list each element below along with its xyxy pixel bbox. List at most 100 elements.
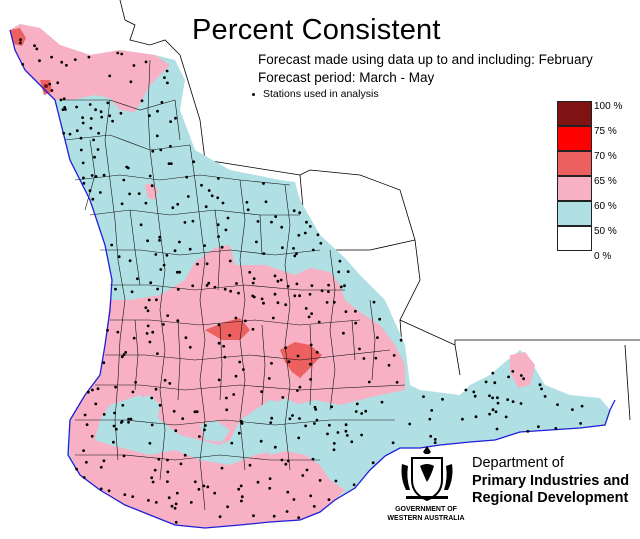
station-dot xyxy=(149,281,153,285)
station-dot xyxy=(342,331,345,335)
station-dot xyxy=(150,396,154,400)
land-region-blue-inlay-1 xyxy=(135,395,160,420)
station-dot xyxy=(248,463,252,467)
station-dot xyxy=(262,301,265,305)
land-region-blue-inlay-2 xyxy=(200,420,230,442)
station-dot xyxy=(93,155,96,159)
station-dot xyxy=(119,421,123,424)
station-dot xyxy=(186,195,190,198)
station-dot xyxy=(220,245,224,249)
station-dot xyxy=(308,225,312,228)
station-dot xyxy=(204,205,208,209)
station-dot xyxy=(162,323,165,326)
station-dot xyxy=(145,332,149,335)
station-dot xyxy=(21,63,25,66)
station-dot xyxy=(362,357,366,360)
station-dot xyxy=(113,411,116,415)
station-dot xyxy=(156,287,160,291)
station-dot xyxy=(81,121,85,125)
station-dot xyxy=(99,465,103,469)
station-dot xyxy=(121,403,125,407)
station-dot xyxy=(325,301,329,304)
station-dot xyxy=(189,501,193,504)
station-dot xyxy=(276,301,280,305)
station-dot xyxy=(102,459,106,463)
station-dot xyxy=(252,514,255,518)
legend-swatch-65 xyxy=(557,176,592,201)
station-dot xyxy=(491,408,495,412)
station-dot xyxy=(332,448,336,452)
station-dot xyxy=(169,162,173,166)
station-dot xyxy=(169,144,172,148)
station-dot xyxy=(301,474,305,477)
station-dot xyxy=(91,197,95,201)
station-dot xyxy=(114,287,117,291)
station-dot xyxy=(273,274,277,278)
station-dot xyxy=(205,262,209,266)
station-dot xyxy=(320,289,324,293)
station-dot xyxy=(244,319,247,323)
station-dot xyxy=(144,60,148,64)
station-dot xyxy=(374,356,378,360)
station-dot xyxy=(297,233,301,237)
station-dot xyxy=(491,396,494,400)
station-dot xyxy=(240,422,244,425)
station-dot xyxy=(170,504,174,508)
station-dot xyxy=(511,400,515,403)
station-dot xyxy=(507,375,510,379)
station-dot xyxy=(228,334,232,337)
station-dot xyxy=(315,418,319,422)
station-dot xyxy=(343,284,346,288)
station-dot xyxy=(82,449,85,452)
station-dot xyxy=(173,506,177,510)
station-dot xyxy=(380,400,384,404)
station-dot xyxy=(429,434,433,438)
station-dot xyxy=(297,436,301,440)
station-dot xyxy=(395,380,399,384)
station-dot xyxy=(50,55,53,59)
station-dot xyxy=(123,493,127,496)
station-dot xyxy=(360,412,364,415)
station-dot xyxy=(154,387,158,391)
station-dot xyxy=(173,249,177,253)
station-dot xyxy=(245,200,249,204)
station-dot xyxy=(158,403,162,407)
station-dot xyxy=(255,240,258,244)
station-dot xyxy=(91,388,94,392)
station-dot xyxy=(273,445,277,449)
station-dot xyxy=(328,423,331,427)
station-dot xyxy=(96,148,100,151)
station-dot xyxy=(292,209,296,213)
station-dot xyxy=(176,270,179,274)
station-dot xyxy=(256,220,260,223)
station-dot xyxy=(82,476,86,479)
station-dot xyxy=(156,352,159,355)
station-dot xyxy=(307,315,311,319)
station-dot xyxy=(94,108,97,112)
station-dot xyxy=(160,101,164,104)
station-dot xyxy=(203,244,207,248)
station-dot xyxy=(251,294,255,298)
station-dot xyxy=(90,174,94,177)
station-dot xyxy=(114,427,118,431)
station-dot xyxy=(159,268,163,271)
government-line-2: WESTERN AUSTRALIA xyxy=(387,515,465,522)
station-dot xyxy=(117,255,121,259)
station-dot xyxy=(354,410,358,413)
station-dot xyxy=(286,459,290,463)
station-dot xyxy=(207,189,211,192)
legend-swatch-75 xyxy=(557,126,592,151)
legend-label-0: 0 % xyxy=(594,251,612,262)
station-dot xyxy=(372,300,376,304)
northwest-highlight-dot xyxy=(44,84,48,88)
station-dot xyxy=(169,120,173,123)
station-dot xyxy=(150,476,154,480)
station-dot xyxy=(156,109,159,113)
station-dot xyxy=(428,417,432,421)
station-dot xyxy=(217,378,221,382)
station-dot xyxy=(330,405,334,409)
government-line-1: GOVERNMENT OF xyxy=(395,506,457,513)
station-dot xyxy=(309,494,313,498)
station-dot xyxy=(270,361,273,365)
station-dot xyxy=(225,408,229,412)
